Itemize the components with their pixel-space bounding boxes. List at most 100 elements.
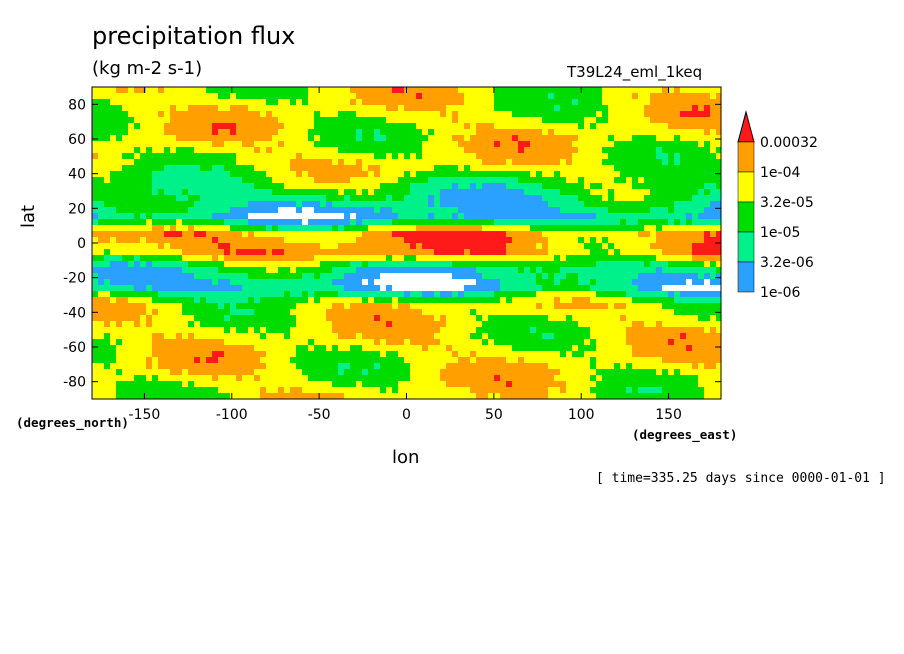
contour-cell [314, 339, 320, 345]
contour-cell [164, 129, 170, 135]
contour-cell [440, 177, 446, 183]
contour-cell [452, 363, 458, 369]
contour-cell [584, 345, 590, 351]
contour-cell [632, 279, 638, 285]
contour-cell [500, 87, 506, 93]
contour-cell [632, 183, 638, 189]
contour-cell [584, 213, 590, 219]
contour-cell [578, 207, 584, 213]
contour-cell [674, 141, 680, 147]
contour-cell [272, 87, 278, 93]
contour-cell [410, 171, 416, 177]
contour-cell [404, 285, 410, 291]
contour-cell [368, 87, 374, 93]
contour-cell [680, 165, 686, 171]
contour-cell [602, 231, 608, 237]
contour-cell [266, 309, 272, 315]
contour-cell [638, 303, 644, 309]
contour-cell [680, 183, 686, 189]
contour-cell [332, 165, 338, 171]
contour-cell [128, 207, 134, 213]
contour-cell [608, 201, 614, 207]
contour-cell [416, 195, 422, 201]
contour-cell [164, 339, 170, 345]
contour-cell [704, 321, 710, 327]
contour-cell [272, 171, 278, 177]
contour-cell [710, 351, 716, 357]
contour-cell [668, 129, 674, 135]
contour-cell [386, 135, 392, 141]
contour-cell [692, 195, 698, 201]
contour-cell [296, 309, 302, 315]
contour-cell [380, 201, 386, 207]
contour-cell [332, 303, 338, 309]
contour-cell [614, 165, 620, 171]
contour-cell [482, 87, 488, 93]
contour-cell [698, 111, 704, 117]
contour-cell [128, 333, 134, 339]
contour-cell [302, 129, 308, 135]
contour-cell [302, 171, 308, 177]
contour-cell [314, 207, 320, 213]
contour-cell [500, 99, 506, 105]
contour-cell [212, 123, 218, 129]
contour-cell [368, 321, 374, 327]
contour-cell [410, 195, 416, 201]
contour-cell [596, 339, 602, 345]
contour-cell [602, 135, 608, 141]
contour-cell [452, 339, 458, 345]
contour-cell [536, 147, 542, 153]
contour-cell [278, 279, 284, 285]
contour-cell [536, 345, 542, 351]
contour-cell [506, 297, 512, 303]
contour-cell [386, 237, 392, 243]
contour-cell [218, 177, 224, 183]
contour-cell [512, 99, 518, 105]
contour-cell [488, 111, 494, 117]
contour-cell [320, 213, 326, 219]
contour-cell [566, 291, 572, 297]
contour-cell [98, 303, 104, 309]
contour-cell [674, 309, 680, 315]
contour-cell [104, 225, 110, 231]
contour-cell [176, 207, 182, 213]
contour-cell [578, 321, 584, 327]
contour-cell [128, 165, 134, 171]
contour-cell [194, 237, 200, 243]
contour-cell [620, 141, 626, 147]
contour-cell [338, 171, 344, 177]
contour-cell [398, 153, 404, 159]
contour-cell [626, 309, 632, 315]
contour-cell [716, 195, 721, 201]
contour-cell [428, 189, 434, 195]
contour-cell [344, 141, 350, 147]
contour-cell [602, 99, 608, 105]
contour-cell [188, 237, 194, 243]
contour-cell [212, 105, 218, 111]
contour-cell [440, 291, 446, 297]
contour-cell [482, 105, 488, 111]
contour-cell [542, 171, 548, 177]
contour-cell [668, 261, 674, 267]
contour-cell [680, 249, 686, 255]
contour-cell [236, 123, 242, 129]
contour-cell [434, 147, 440, 153]
contour-cell [170, 363, 176, 369]
contour-cell [548, 123, 554, 129]
contour-cell [152, 315, 158, 321]
contour-cell [524, 159, 530, 165]
contour-cell [344, 201, 350, 207]
contour-cell [650, 291, 656, 297]
contour-cell [392, 153, 398, 159]
contour-cell [92, 297, 98, 303]
contour-cell [686, 123, 692, 129]
contour-cell [680, 333, 686, 339]
contour-cell [440, 261, 446, 267]
contour-cell [602, 261, 608, 267]
contour-cell [134, 285, 140, 291]
contour-cell [188, 189, 194, 195]
contour-cell [164, 219, 170, 225]
contour-cell [464, 267, 470, 273]
contour-cell [176, 87, 182, 93]
contour-cell [302, 165, 308, 171]
